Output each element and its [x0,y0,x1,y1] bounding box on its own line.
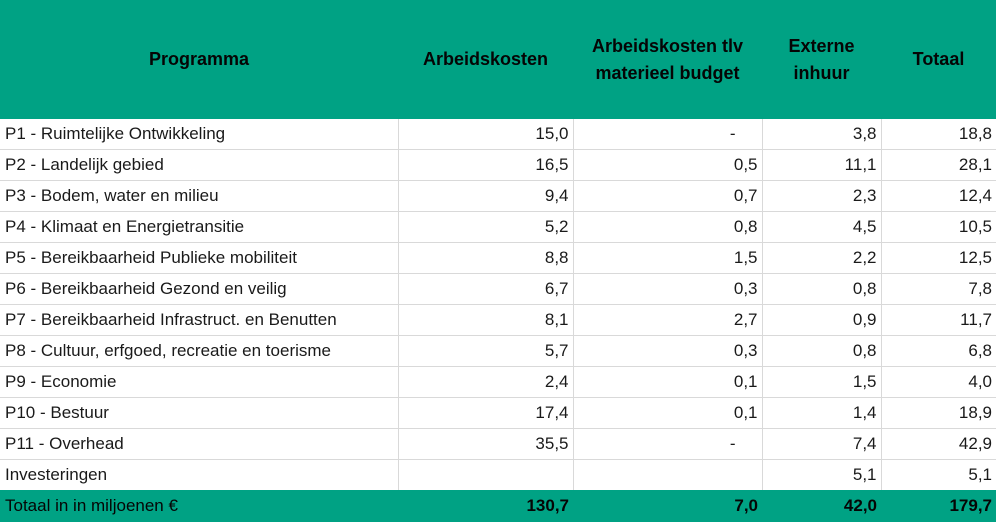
cell-totaal: 11,7 [880,304,996,336]
cell-externe-inhuur: 0,9 [761,304,882,336]
cell-arbeidskosten-tlv [572,459,763,490]
table-header: Programma Arbeidskosten Arbeidskosten tl… [0,0,996,119]
cell-totaal: 5,1 [880,459,996,490]
cell-arbeidskosten-tlv: 0,8 [572,211,763,243]
cell-totaal: 6,8 [880,335,996,367]
cell-totaal: 7,8 [880,273,996,305]
cell-totaal: 18,8 [880,119,996,150]
cell-arbeidskosten: 9,4 [397,180,574,212]
cell-externe-inhuur: 1,5 [761,366,882,398]
cell-arbeidskosten-tlv: 0,5 [572,149,763,181]
column-header-externe-inhuur: Externe inhuur [762,0,881,119]
cell-arbeidskosten-tlv: 1,5 [572,242,763,274]
cell-arbeidskosten-tlv: 0,3 [572,273,763,305]
cell-arbeidskosten: 6,7 [397,273,574,305]
column-header-arbeidskosten-tlv: Arbeidskosten tlv materieel budget [573,0,762,119]
total-arbeidskosten: 130,7 [398,490,573,522]
cell-arbeidskosten: 15,0 [397,119,574,150]
cell-externe-inhuur: 2,2 [761,242,882,274]
table-row-p4: P4 - Klimaat en Energietransitie 5,2 0,8… [0,211,996,243]
cell-totaal: 12,5 [880,242,996,274]
cell-externe-inhuur: 5,1 [761,459,882,490]
table-row-p5: P5 - Bereikbaarheid Publieke mobiliteit … [0,242,996,274]
table-row-p3: P3 - Bodem, water en milieu 9,4 0,7 2,3 … [0,180,996,212]
cell-totaal: 18,9 [880,397,996,429]
row-label: P10 - Bestuur [0,397,399,429]
cell-arbeidskosten: 2,4 [397,366,574,398]
cell-arbeidskosten-tlv: 0,7 [572,180,763,212]
total-totaal: 179,7 [881,490,996,522]
total-row: Totaal in in miljoenen € 130,7 7,0 42,0 … [0,490,996,522]
row-label: P8 - Cultuur, erfgoed, recreatie en toer… [0,335,399,367]
header-row: Programma Arbeidskosten Arbeidskosten tl… [0,0,996,119]
column-header-programma: Programma [0,0,398,119]
cell-arbeidskosten: 35,5 [397,428,574,460]
cell-arbeidskosten: 8,8 [397,242,574,274]
table-row-p1: P1 - Ruimtelijke Ontwikkeling 15,0 - 3,8… [0,119,996,150]
cell-externe-inhuur: 11,1 [761,149,882,181]
row-label: P11 - Overhead [0,428,399,460]
cell-externe-inhuur: 1,4 [761,397,882,429]
column-header-arbeidskosten: Arbeidskosten [398,0,573,119]
cell-arbeidskosten: 16,5 [397,149,574,181]
table-row-p2: P2 - Landelijk gebied 16,5 0,5 11,1 28,1 [0,149,996,181]
table-row-p10: P10 - Bestuur 17,4 0,1 1,4 18,9 [0,397,996,429]
cell-arbeidskosten-tlv: 0,1 [572,366,763,398]
cell-arbeidskosten-tlv: 2,7 [572,304,763,336]
row-label: P5 - Bereikbaarheid Publieke mobiliteit [0,242,399,274]
cell-externe-inhuur: 0,8 [761,335,882,367]
cell-externe-inhuur: 2,3 [761,180,882,212]
cell-arbeidskosten-tlv: 0,3 [572,335,763,367]
cell-arbeidskosten: 5,7 [397,335,574,367]
row-label: P3 - Bodem, water en milieu [0,180,399,212]
total-externe-inhuur: 42,0 [762,490,881,522]
cell-arbeidskosten: 5,2 [397,211,574,243]
cell-totaal: 12,4 [880,180,996,212]
row-label: P2 - Landelijk gebied [0,149,399,181]
column-header-totaal: Totaal [881,0,996,119]
cell-externe-inhuur: 0,8 [761,273,882,305]
table-row-investeringen: Investeringen 5,1 5,1 [0,459,996,490]
cell-totaal: 4,0 [880,366,996,398]
cell-arbeidskosten-tlv: 0,1 [572,397,763,429]
row-label: P4 - Klimaat en Energietransitie [0,211,399,243]
cell-totaal: 28,1 [880,149,996,181]
table-footer: Totaal in in miljoenen € 130,7 7,0 42,0 … [0,490,996,522]
row-label: P1 - Ruimtelijke Ontwikkeling [0,119,399,150]
cell-arbeidskosten: 17,4 [397,397,574,429]
table-row-p6: P6 - Bereikbaarheid Gezond en veilig 6,7… [0,273,996,305]
table-body: P1 - Ruimtelijke Ontwikkeling 15,0 - 3,8… [0,119,996,490]
cell-externe-inhuur: 4,5 [761,211,882,243]
table-row-p8: P8 - Cultuur, erfgoed, recreatie en toer… [0,335,996,367]
cell-totaal: 10,5 [880,211,996,243]
table-row-p9: P9 - Economie 2,4 0,1 1,5 4,0 [0,366,996,398]
cell-totaal: 42,9 [880,428,996,460]
row-label: P9 - Economie [0,366,399,398]
cell-arbeidskosten [397,459,574,490]
cell-arbeidskosten-tlv: - [572,119,763,150]
row-label: P7 - Bereikbaarheid Infrastruct. en Benu… [0,304,399,336]
total-row-label: Totaal in in miljoenen € [0,490,398,522]
total-arbeidskosten-tlv: 7,0 [573,490,762,522]
cell-externe-inhuur: 7,4 [761,428,882,460]
cell-arbeidskosten: 8,1 [397,304,574,336]
cell-arbeidskosten-tlv: - [572,428,763,460]
cell-externe-inhuur: 3,8 [761,119,882,150]
row-label: P6 - Bereikbaarheid Gezond en veilig [0,273,399,305]
table-row-p11: P11 - Overhead 35,5 - 7,4 42,9 [0,428,996,460]
row-label: Investeringen [0,459,399,490]
table-row-p7: P7 - Bereikbaarheid Infrastruct. en Benu… [0,304,996,336]
